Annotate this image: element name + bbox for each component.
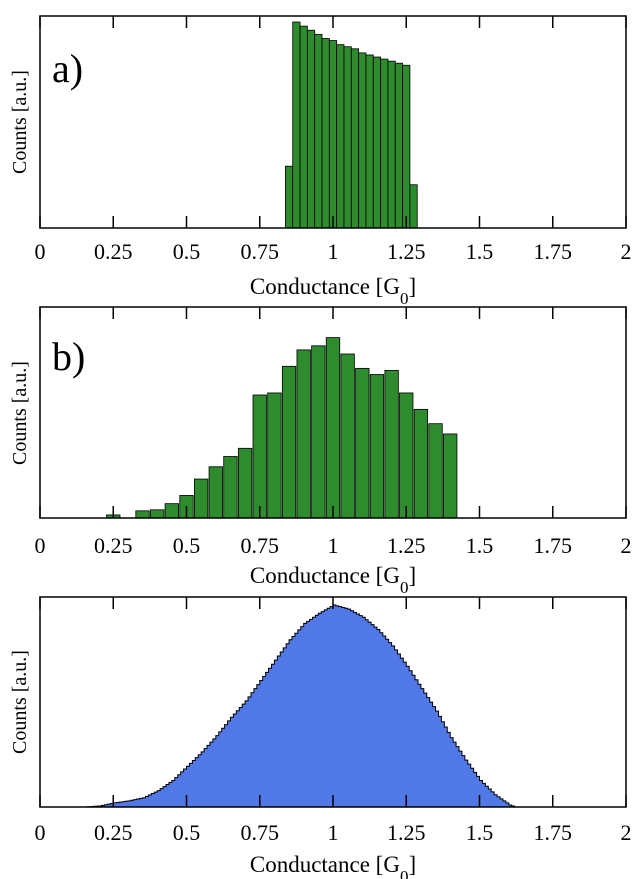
x-tick-label: 1.5 bbox=[466, 239, 494, 264]
x-axis-label-main: Conductance [G bbox=[250, 563, 400, 588]
x-tick-label: 1.25 bbox=[387, 820, 426, 845]
histogram-bar bbox=[150, 509, 165, 519]
histogram-bar bbox=[409, 184, 418, 229]
x-tick-label: 0.25 bbox=[94, 533, 133, 558]
histogram-bar bbox=[402, 64, 411, 229]
x-tick-label: 1.5 bbox=[466, 533, 494, 558]
histogram-bar bbox=[369, 374, 385, 519]
x-tick-label: 1.75 bbox=[534, 533, 573, 558]
x-tick-label: 1.5 bbox=[466, 820, 494, 845]
x-tick-label: 0 bbox=[35, 820, 46, 845]
x-axis-label-close: ] bbox=[408, 563, 416, 588]
x-axis-label-main: Conductance [G bbox=[250, 852, 400, 877]
histogram-bar bbox=[328, 40, 338, 229]
y-axis-label: Counts [a.u.] bbox=[9, 361, 31, 465]
histogram-bar bbox=[340, 353, 355, 519]
histogram-bar bbox=[252, 394, 267, 519]
histogram-bar bbox=[413, 408, 429, 519]
x-tick-label: 0.5 bbox=[173, 239, 201, 264]
x-tick-label: 0 bbox=[35, 533, 46, 558]
x-tick-label: 0.5 bbox=[173, 533, 201, 558]
y-axis-label: Counts [a.u.] bbox=[9, 70, 31, 174]
histogram-bar bbox=[350, 48, 360, 229]
histogram-bar bbox=[380, 58, 389, 229]
histogram-bar bbox=[296, 349, 311, 519]
x-tick-label: 2 bbox=[621, 239, 632, 264]
histogram-bar bbox=[194, 478, 209, 519]
x-tick-label: 1.75 bbox=[534, 239, 573, 264]
x-tick-label: 0.5 bbox=[173, 820, 201, 845]
histogram-bar bbox=[299, 25, 308, 229]
histogram-bar bbox=[306, 29, 316, 229]
x-axis-label: Conductance [G0] bbox=[250, 563, 416, 597]
x-tick-label: 2 bbox=[621, 820, 632, 845]
histogram-bar bbox=[372, 56, 382, 229]
x-axis-label-subscript: 0 bbox=[400, 867, 409, 879]
histogram-bar bbox=[358, 52, 367, 229]
x-tick-label: 1 bbox=[328, 820, 339, 845]
histogram-bar bbox=[311, 345, 326, 519]
x-tick-label: 0.75 bbox=[241, 533, 280, 558]
histogram-bar bbox=[267, 392, 282, 519]
x-tick-label: 2 bbox=[621, 533, 632, 558]
x-axis-label-close: ] bbox=[408, 852, 416, 877]
histogram-bar bbox=[365, 54, 374, 229]
x-tick-label: 0 bbox=[35, 239, 46, 264]
histogram-bar bbox=[314, 33, 323, 229]
histogram-bar bbox=[384, 369, 399, 519]
x-tick-label: 1.75 bbox=[534, 820, 573, 845]
histogram-area bbox=[83, 604, 518, 808]
x-tick-label: 1 bbox=[328, 533, 339, 558]
histogram-bar bbox=[321, 38, 330, 229]
x-axis-label-main: Conductance [G bbox=[250, 274, 400, 299]
histogram-bar bbox=[343, 46, 352, 229]
y-axis-label: Counts [a.u.] bbox=[9, 650, 31, 754]
panel-label: b) bbox=[52, 334, 85, 379]
x-tick-label: 0.25 bbox=[94, 239, 133, 264]
histogram-bar bbox=[355, 367, 370, 519]
x-tick-label: 1.25 bbox=[387, 239, 426, 264]
histogram-bar bbox=[284, 165, 294, 229]
histogram-bar bbox=[208, 466, 223, 519]
panel-label: a) bbox=[52, 46, 83, 91]
histogram-bar bbox=[394, 62, 403, 229]
histogram-bar bbox=[443, 433, 458, 519]
x-tick-label: 0.75 bbox=[241, 820, 280, 845]
histogram-bar bbox=[237, 447, 253, 519]
histogram-bar bbox=[135, 510, 150, 519]
histogram-bar bbox=[281, 365, 297, 519]
histogram-bar bbox=[223, 456, 238, 519]
x-axis-label: Conductance [G0] bbox=[250, 852, 416, 879]
histogram-bar bbox=[292, 21, 301, 229]
x-axis-label: Conductance [G0] bbox=[250, 274, 416, 308]
x-tick-label: 0.75 bbox=[241, 239, 280, 264]
x-axis-label-subscript: 0 bbox=[400, 578, 409, 597]
x-tick-label: 1 bbox=[328, 239, 339, 264]
x-tick-label: 0.25 bbox=[94, 820, 133, 845]
histogram-bar bbox=[164, 503, 179, 519]
histogram-bar bbox=[325, 337, 341, 519]
histogram-bar bbox=[387, 60, 396, 229]
x-axis-label-close: ] bbox=[408, 274, 416, 299]
x-tick-label: 1.25 bbox=[387, 533, 426, 558]
histogram-bar bbox=[428, 423, 443, 519]
histogram-bar bbox=[336, 44, 345, 229]
histogram-bar bbox=[399, 392, 414, 519]
x-axis-label-subscript: 0 bbox=[400, 289, 409, 308]
